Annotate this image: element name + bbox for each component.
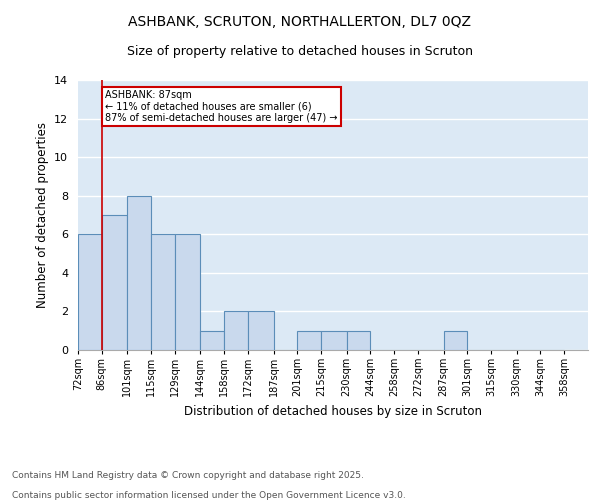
Y-axis label: Number of detached properties: Number of detached properties: [35, 122, 49, 308]
Bar: [175, 234, 200, 350]
Bar: [248, 312, 274, 350]
Bar: [102, 215, 127, 350]
Text: Contains public sector information licensed under the Open Government Licence v3: Contains public sector information licen…: [12, 491, 406, 500]
Bar: [443, 330, 467, 350]
X-axis label: Distribution of detached houses by size in Scruton: Distribution of detached houses by size …: [184, 405, 482, 418]
Bar: [321, 330, 347, 350]
Text: ASHBANK, SCRUTON, NORTHALLERTON, DL7 0QZ: ASHBANK, SCRUTON, NORTHALLERTON, DL7 0QZ: [128, 15, 472, 29]
Bar: [200, 330, 224, 350]
Bar: [151, 234, 175, 350]
Bar: [127, 196, 151, 350]
Bar: [347, 330, 370, 350]
Text: ASHBANK: 87sqm
← 11% of detached houses are smaller (6)
87% of semi-detached hou: ASHBANK: 87sqm ← 11% of detached houses …: [105, 90, 338, 123]
Bar: [78, 234, 102, 350]
Text: Size of property relative to detached houses in Scruton: Size of property relative to detached ho…: [127, 45, 473, 58]
Text: Contains HM Land Registry data © Crown copyright and database right 2025.: Contains HM Land Registry data © Crown c…: [12, 471, 364, 480]
Bar: [298, 330, 321, 350]
Bar: [224, 312, 248, 350]
